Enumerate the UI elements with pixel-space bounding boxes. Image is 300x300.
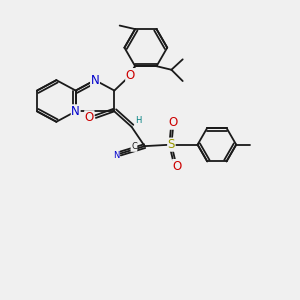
- Text: N: N: [113, 151, 119, 160]
- Text: N: N: [91, 74, 99, 87]
- Text: O: O: [85, 111, 94, 124]
- Text: O: O: [126, 69, 135, 82]
- Text: S: S: [168, 138, 175, 151]
- Text: H: H: [135, 116, 141, 125]
- Text: C: C: [131, 142, 137, 152]
- Text: O: O: [173, 160, 182, 172]
- Text: O: O: [168, 116, 178, 129]
- Text: N: N: [71, 105, 80, 118]
